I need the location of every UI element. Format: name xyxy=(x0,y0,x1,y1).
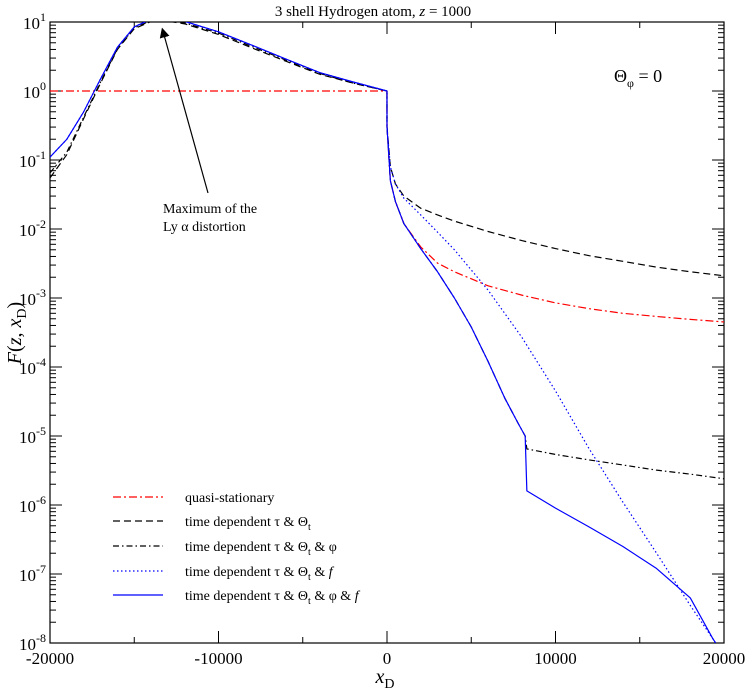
y-tick-label: 10-1 xyxy=(19,148,46,171)
x-tick-label: -10000 xyxy=(194,649,242,668)
maximum-arrow xyxy=(159,27,209,194)
axis-ticks xyxy=(49,21,725,644)
legend-label-td1: time dependent τ & Θt xyxy=(185,515,311,533)
series-line-td3 xyxy=(50,22,717,643)
y-tick-labels: 10-8 10-7 10-6 10-5 10-4 10-3 10-2 10-1 100 101 xyxy=(19,10,46,654)
y-tick-label: 100 xyxy=(23,79,46,102)
legend-entry-td3: time dependent τ & Θt & f xyxy=(113,565,335,583)
x-tick-label: -20000 xyxy=(26,649,74,668)
legend-label-td2: time dependent τ & Θt & φ xyxy=(185,540,337,558)
legend-label-td4: time dependent τ & Θt & φ & f xyxy=(185,589,361,607)
y-tick-label: 10-3 xyxy=(19,286,46,309)
x-axis-label: xD xyxy=(374,666,394,688)
y-tick-label: 10-6 xyxy=(19,493,46,516)
y-tick-label: 10-5 xyxy=(19,424,46,447)
legend-entry-td2: time dependent τ & Θt & φ xyxy=(113,540,337,558)
maximum-annotation-line2: Ly α distortion xyxy=(163,220,246,235)
legend-label-td3: time dependent τ & Θt & f xyxy=(185,565,335,583)
series-layer xyxy=(50,22,724,643)
legend-entry-td4: time dependent τ & Θt & φ & f xyxy=(113,589,361,607)
x-tick-label: 20000 xyxy=(703,649,746,668)
legend-entry-quasi: quasi-stationary xyxy=(113,491,274,506)
y-axis-label: F(z, xD) xyxy=(4,302,30,365)
x-tick-label: 10000 xyxy=(534,649,577,668)
y-tick-label: 10-7 xyxy=(19,562,46,585)
x-tick-labels: -20000 -10000 0 10000 20000 xyxy=(26,649,745,668)
maximum-annotation-line1: Maximum of the xyxy=(163,202,257,217)
y-tick-label: 10-8 xyxy=(19,631,46,654)
y-tick-label: 10-4 xyxy=(19,355,46,378)
theta-annotation: Θφ = 0 xyxy=(614,66,662,90)
legend-label-quasi: quasi-stationary xyxy=(185,491,274,506)
legend-entry-td1: time dependent τ & Θt xyxy=(113,515,311,533)
series-line-td2 xyxy=(50,22,724,480)
chart-title: 3 shell Hydrogen atom, z = 1000 xyxy=(275,4,471,20)
series-line-td1 xyxy=(50,22,724,277)
series-line-td4 xyxy=(50,22,717,643)
x-tick-label: 0 xyxy=(383,649,392,668)
legend: quasi-stationary time dependent τ & Θt t… xyxy=(113,491,361,607)
y-tick-label: 101 xyxy=(23,10,46,33)
y-tick-label: 10-2 xyxy=(19,217,46,240)
